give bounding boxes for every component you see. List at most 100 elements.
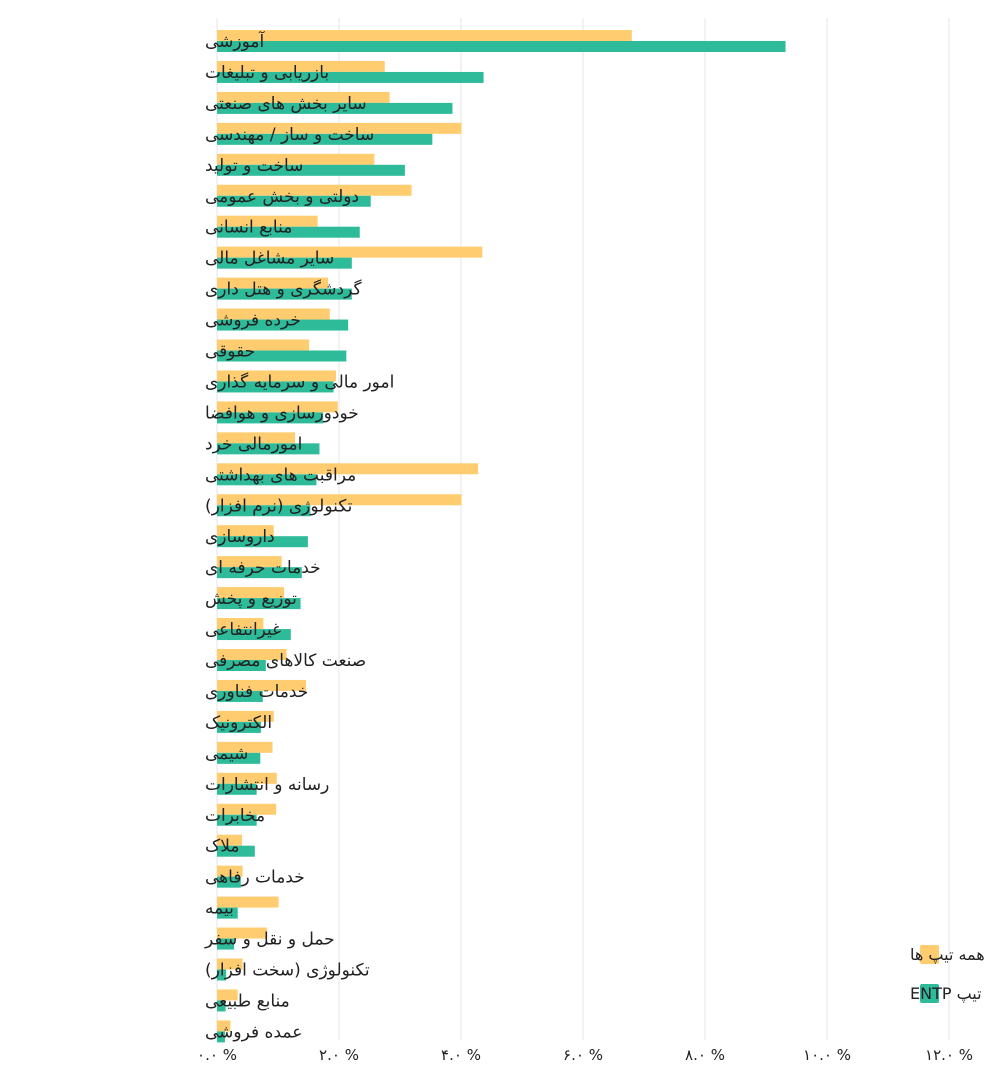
- x-tick-label: ۰.۰ %: [197, 1046, 237, 1064]
- category-label: مراقبت های بهداشتی: [205, 465, 356, 485]
- bar-entp: [217, 1031, 225, 1043]
- bar-all-types: [217, 463, 479, 475]
- bar-entp: [217, 660, 266, 671]
- bar-entp: [217, 938, 235, 950]
- category-label: گردشگری و هتل داری: [205, 279, 362, 300]
- x-tick-label: ۱۰.۰ %: [803, 1046, 851, 1064]
- bar-entp: [217, 319, 349, 331]
- category-label: امور مالی و سرمایه گذاری: [205, 371, 394, 392]
- legend-label-entp: تیپ ENTP: [910, 984, 982, 1004]
- bar-entp: [217, 288, 352, 300]
- bar-all-types: [217, 679, 307, 691]
- bar-all-types: [217, 370, 336, 382]
- bar-entp: [217, 350, 347, 362]
- bar-all-types: [217, 215, 318, 227]
- legend-swatch-entp: [920, 984, 939, 1003]
- bar-all-types: [217, 772, 277, 784]
- bar-entp: [217, 133, 433, 145]
- bar-all-types: [217, 60, 385, 72]
- bar-all-types: [217, 246, 483, 258]
- bar-entp: [217, 164, 405, 176]
- bar-entp: [217, 381, 334, 393]
- bar-all-types: [217, 153, 375, 165]
- bar-entp: [217, 752, 261, 764]
- bar-all-types: [217, 432, 296, 444]
- bar-entp: [217, 567, 302, 579]
- bar-entp: [217, 1000, 226, 1012]
- x-tick-label: ۲.۰ %: [319, 1046, 359, 1064]
- bar-entp: [217, 41, 786, 52]
- bar-all-types: [217, 30, 632, 41]
- x-axis-tick-labels: ۰.۰ % ۲.۰ % ۴.۰ % ۶.۰ % ۸.۰ % ۱۰.۰ % ۱۲.۰ %: [197, 1046, 973, 1064]
- category-label: توزیع و پخش: [205, 589, 297, 609]
- bar-all-types: [217, 710, 274, 722]
- bar-entp: [217, 690, 263, 702]
- bar-entp: [217, 71, 484, 83]
- bar-all-types: [217, 834, 243, 846]
- category-label: خدمات رفاهی: [205, 868, 305, 888]
- category-label: سایر بخش های صنعتی: [205, 94, 367, 114]
- category-label: خرده فروشی: [205, 311, 301, 331]
- x-tick-label: ۸.۰ %: [685, 1046, 725, 1064]
- category-label: امورمالی خرد: [205, 434, 302, 454]
- legend-label-all-types: همه تیپ ها: [910, 945, 985, 965]
- category-label: حقوقی: [205, 342, 255, 362]
- category-label: خدمات حرفه ای: [205, 558, 321, 578]
- category-label: ساخت و ساز / مهندسی: [205, 125, 374, 145]
- category-label: الکترونیک: [205, 713, 272, 733]
- bar-entp: [217, 721, 261, 733]
- bar-entp: [217, 969, 227, 981]
- bar-all-types: [217, 989, 238, 1001]
- legend: همه تیپ ها تیپ ENTP: [910, 945, 985, 1004]
- bars: [217, 30, 786, 1043]
- category-label: خودورسازی و هوافضا: [205, 403, 359, 423]
- category-label: بیمه: [205, 899, 234, 919]
- category-label: عمده فروشی: [205, 1022, 302, 1042]
- bar-all-types: [217, 865, 243, 877]
- bar-all-types: [217, 896, 279, 908]
- bar-entp: [217, 505, 311, 517]
- bar-entp: [217, 629, 291, 641]
- bar-all-types: [217, 308, 330, 320]
- bar-entp: [217, 412, 324, 424]
- category-label: مخابرات: [205, 806, 265, 826]
- category-labels: آموزشی بازریابی و تبلیغات سایر بخش های صنع…: [204, 30, 394, 1042]
- bar-all-types: [217, 184, 412, 196]
- bar-entp: [217, 257, 352, 269]
- category-label: داروسازی: [205, 527, 275, 547]
- bar-entp: [217, 845, 255, 857]
- bar-all-types: [217, 556, 282, 568]
- bar-entp: [217, 536, 308, 548]
- bar-all-types: [217, 277, 329, 289]
- bar-all-types: [217, 1020, 231, 1032]
- category-label: سایر مشاغل مالی: [205, 249, 334, 269]
- bar-all-types: [217, 91, 390, 103]
- x-tick-label: ۴.۰ %: [441, 1046, 481, 1064]
- category-label: منابع طبیعی: [205, 991, 290, 1011]
- category-label: ساخت و تولید: [205, 156, 303, 176]
- category-label: بازریابی و تبلیغات: [205, 63, 329, 83]
- bar-all-types: [217, 927, 268, 939]
- bar-entp: [217, 102, 453, 114]
- bar-entp: [217, 474, 317, 486]
- category-label: منابع انسانی: [205, 218, 292, 238]
- bar-all-types: [217, 494, 462, 506]
- category-label: تکنولوژی (سخت افزار): [205, 961, 370, 981]
- bar-all-types: [217, 122, 462, 134]
- bar-all-types: [217, 958, 243, 970]
- bar-all-types: [217, 401, 338, 413]
- category-label: حمل و نقل و سفر: [204, 930, 335, 950]
- category-label: خدمات فناوری: [205, 682, 308, 702]
- category-label: آموزشی: [205, 30, 266, 52]
- category-label: تکنولوژی (نرم افزار): [205, 496, 353, 516]
- category-label: صنعت کالاهای مصرفی: [205, 651, 366, 671]
- bar-all-types: [217, 649, 287, 660]
- bar-entp: [217, 876, 241, 888]
- bar-entp: [217, 443, 320, 455]
- x-tick-label: ۱۲.۰ %: [925, 1046, 973, 1064]
- category-label: دولتی و بخش عمومی: [205, 187, 359, 207]
- category-label: ملاک: [205, 837, 239, 857]
- bar-entp: [217, 907, 238, 919]
- bar-entp: [217, 814, 257, 826]
- bar-all-types: [217, 339, 310, 351]
